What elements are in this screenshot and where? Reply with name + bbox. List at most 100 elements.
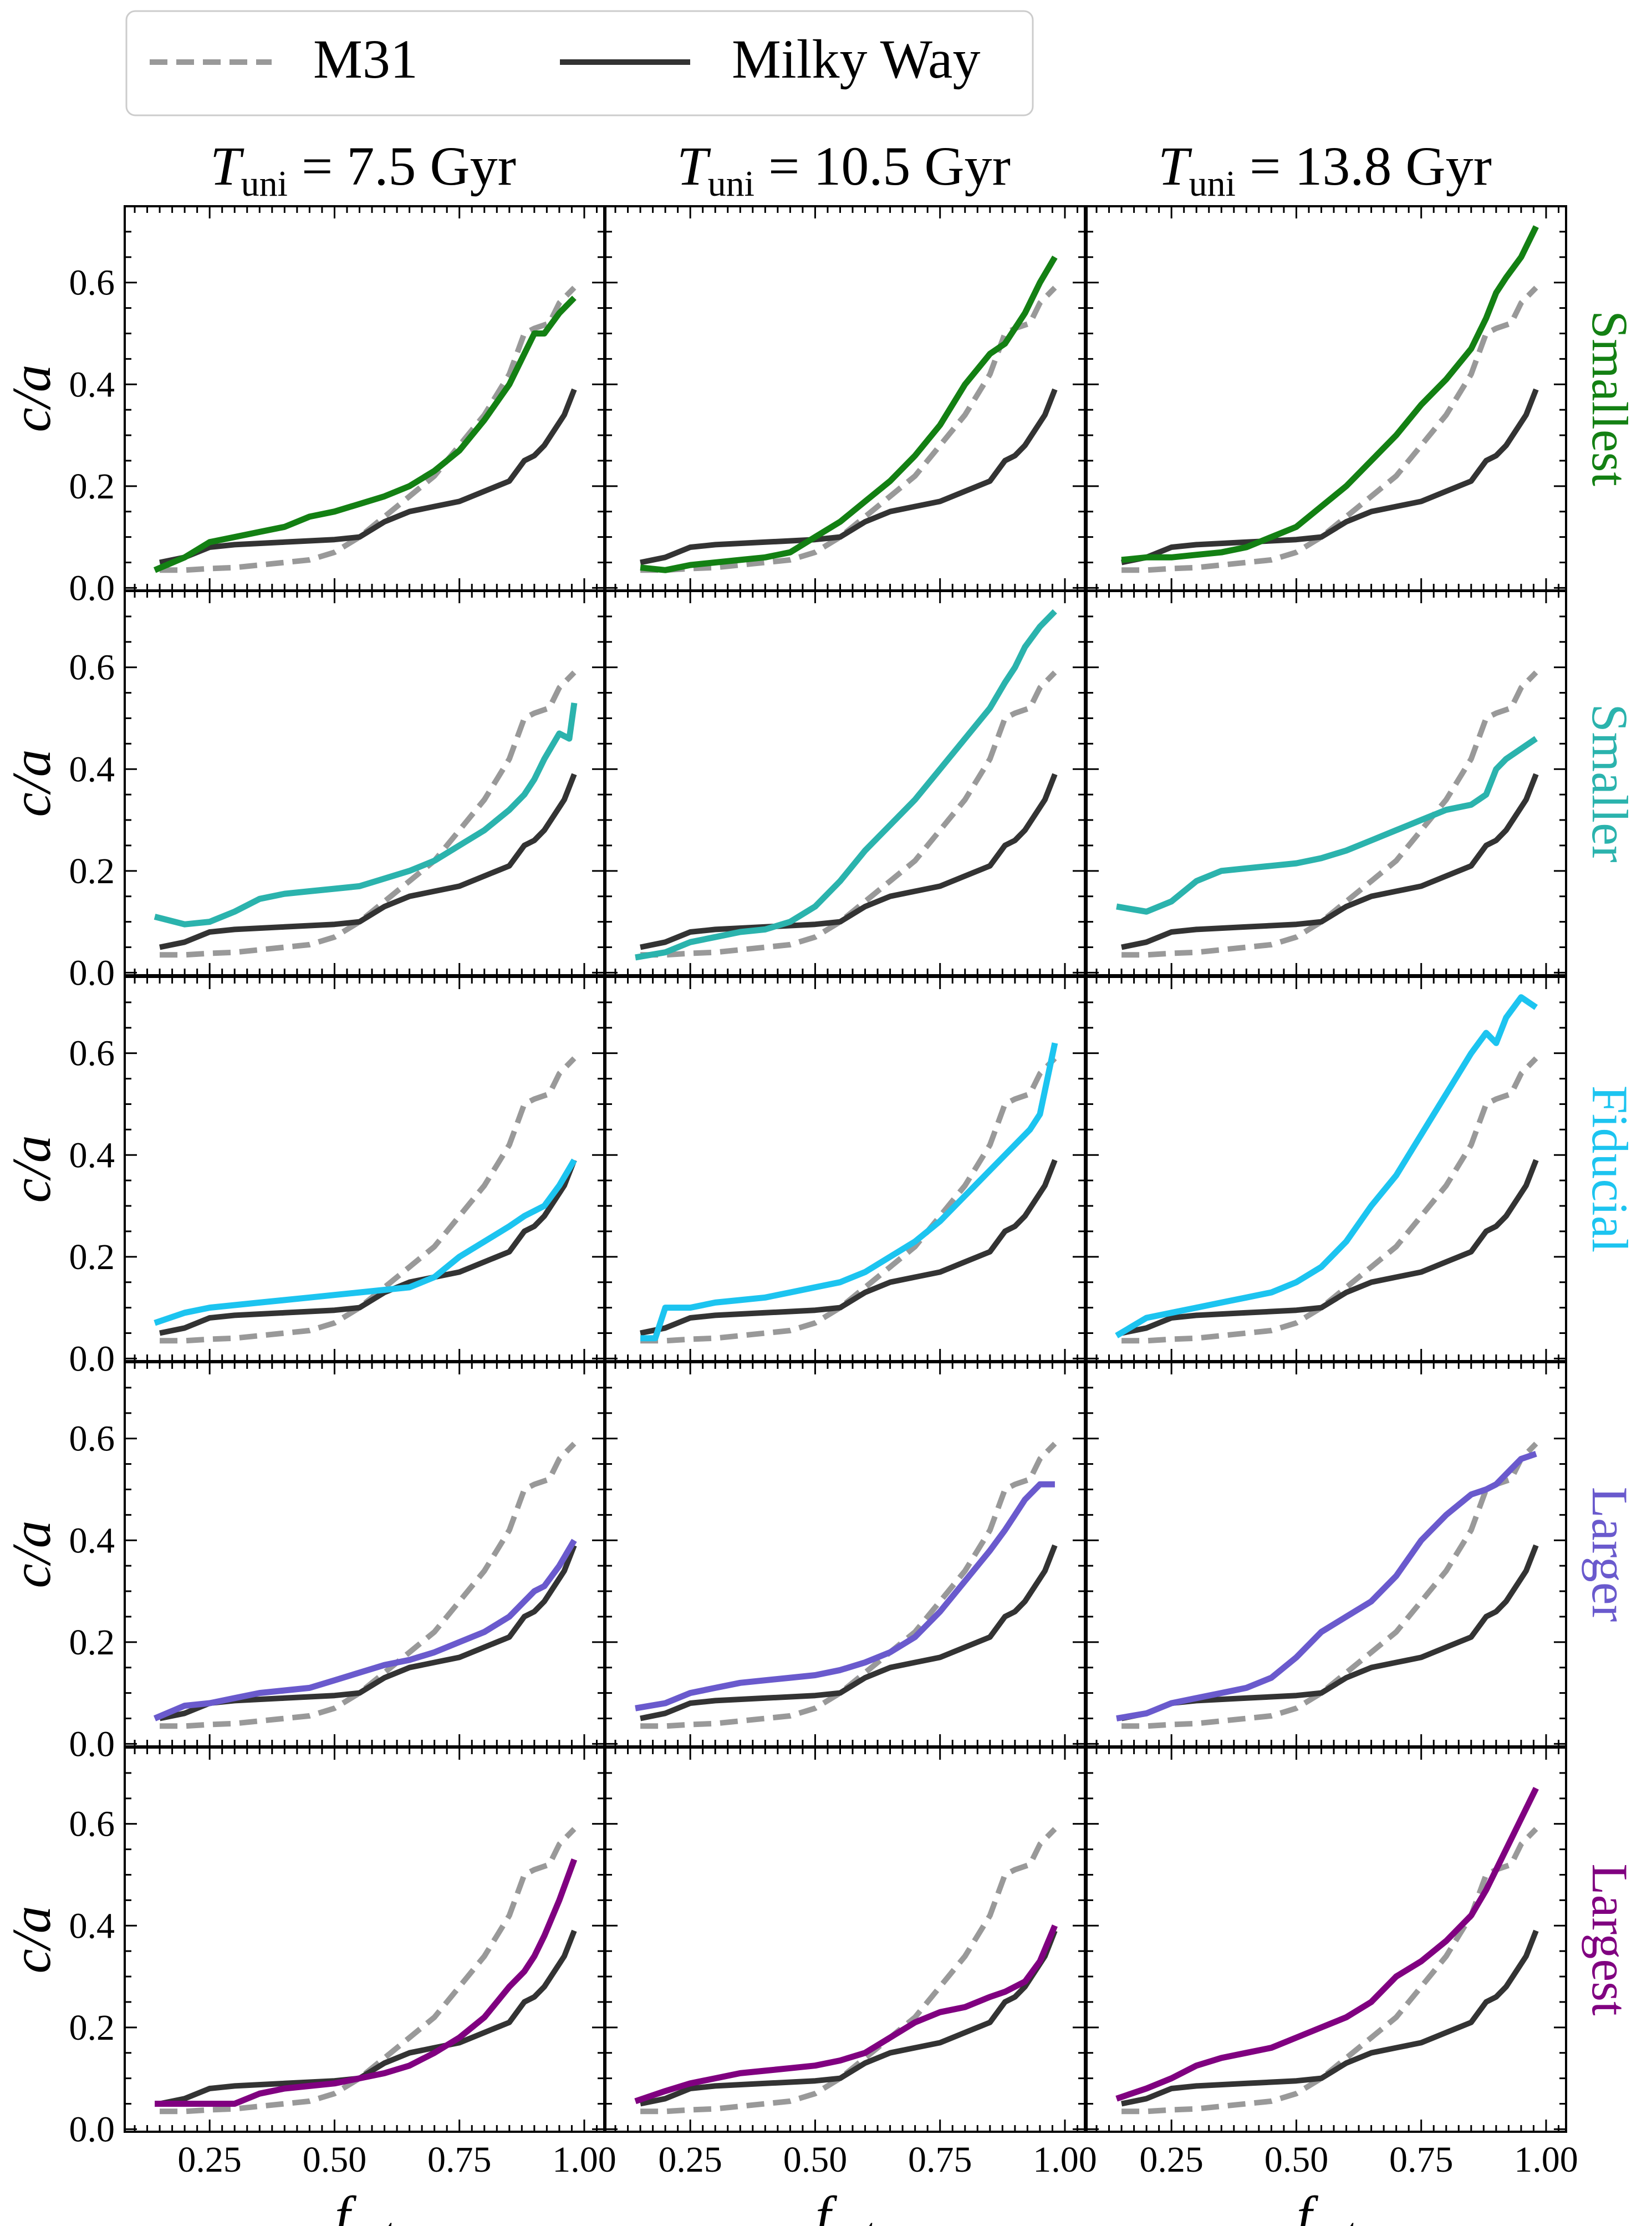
series-milky-way	[1121, 1544, 1539, 1721]
panel	[604, 590, 1086, 976]
series-milky-way	[640, 1929, 1058, 2107]
panel: Fiducial	[1085, 976, 1638, 1362]
series-simulation	[1116, 1450, 1537, 1721]
y-tick-label: 0.2	[69, 851, 115, 892]
series-simulation	[155, 1858, 578, 2107]
panel-frame	[604, 590, 1086, 976]
series-m31	[1121, 1056, 1538, 1344]
series-milky-way	[640, 1159, 1058, 1336]
x-tick-label: 1.00	[552, 2140, 616, 2180]
column-title: Tuni = 7.5 Gyr	[210, 135, 516, 204]
series-m31	[640, 1056, 1057, 1344]
panel-frame	[1085, 590, 1567, 976]
series-simulation	[640, 256, 1058, 573]
series-milky-way	[1121, 1929, 1539, 2107]
series-simulation	[154, 1158, 577, 1326]
y-axis-label: c/a	[1, 1135, 62, 1203]
series-milky-way	[159, 388, 577, 566]
panel	[604, 976, 1086, 1362]
panel: 0.25 0.50 0.75 1.00 fsat	[604, 1746, 1097, 2226]
y-tick-label: 0.2	[69, 1622, 115, 1663]
y-axis-label: c/a	[1, 1520, 62, 1588]
y-tick-label: 0.2	[69, 466, 115, 507]
panel	[604, 205, 1086, 592]
x-axis-label: fsat	[1297, 2185, 1357, 2226]
x-tick-label: 0.75	[1389, 2140, 1454, 2180]
series-m31	[160, 1441, 577, 1729]
legend: M31 Milky Way	[125, 10, 1034, 116]
y-tick-label: 0.0	[69, 1724, 115, 1764]
series-m31	[640, 670, 1057, 958]
series-milky-way	[640, 388, 1058, 566]
panel: Smallest	[1085, 205, 1638, 592]
legend-mw-label: Milky Way	[732, 28, 980, 90]
y-tick-label: 0.4	[69, 1520, 115, 1561]
series-simulation	[153, 1539, 577, 1721]
row-label: Fiducial	[1582, 1086, 1638, 1253]
y-tick-label: 0.6	[69, 1804, 115, 1845]
y-tick-label: 0.0	[69, 1338, 115, 1379]
series-simulation	[1115, 994, 1538, 1338]
panel-grid: 0.0 0.2 0.4 0.6 c/a Smallest 0.0 0.2 0.4 0.6 c/a Sm…	[1, 205, 1638, 2226]
y-tick-label: 0.4	[69, 364, 115, 405]
series-m31	[640, 1827, 1057, 2115]
series-simulation	[634, 1924, 1058, 2105]
series-milky-way	[159, 773, 577, 950]
series-simulation	[154, 702, 578, 928]
x-tick-label: 0.50	[303, 2140, 367, 2180]
panel: 0.0 0.2 0.4 0.6 c/a	[1, 590, 605, 993]
x-tick-label: 0.50	[1265, 2140, 1329, 2180]
series-m31	[640, 286, 1057, 573]
y-tick-label: 0.6	[69, 1419, 115, 1459]
y-axis-label: c/a	[1, 364, 62, 432]
series-m31	[1121, 1441, 1538, 1729]
row-label: Smallest	[1582, 310, 1638, 486]
x-axis-label: fsat	[335, 2185, 395, 2226]
series-simulation	[1116, 736, 1538, 915]
column-titles: Tuni = 7.5 Gyr Tuni = 10.5 Gyr Tuni = 13…	[210, 135, 1492, 204]
y-tick-label: 0.0	[69, 568, 115, 608]
y-tick-label: 0.0	[69, 2109, 115, 2149]
panel: Larger	[1085, 1361, 1638, 1748]
x-tick-label: 0.25	[1139, 2140, 1204, 2180]
panel-frame	[604, 1746, 1086, 2133]
series-m31	[1121, 286, 1538, 573]
row-label: Larger	[1582, 1487, 1638, 1622]
x-axis-label: fsat	[815, 2185, 876, 2226]
panel: Smaller	[1085, 590, 1638, 976]
column-title: Tuni = 13.8 Gyr	[1158, 135, 1492, 204]
series-m31	[640, 1441, 1057, 1729]
series-milky-way	[640, 1544, 1058, 1721]
series-simulation	[1115, 1786, 1539, 2102]
series-simulation	[635, 609, 1057, 961]
series-m31	[160, 286, 577, 573]
panel: 0.0 0.2 0.4 0.6 c/a 0.25 0.50 0.75 1.00 fsat	[1, 1746, 616, 2226]
y-tick-label: 0.6	[69, 263, 115, 303]
series-milky-way	[1121, 1159, 1539, 1336]
panel: 0.25 0.50 0.75 1.00 fsat Largest	[1085, 1746, 1638, 2226]
series-milky-way	[159, 1544, 577, 1721]
y-tick-label: 0.0	[69, 952, 115, 993]
series-m31	[1121, 670, 1538, 958]
panel	[604, 1361, 1086, 1748]
y-tick-label: 0.4	[69, 1906, 115, 1946]
y-tick-label: 0.2	[69, 2008, 115, 2048]
y-axis-label: c/a	[1, 749, 62, 817]
series-milky-way	[640, 773, 1058, 950]
panel-frame	[1085, 1746, 1567, 2133]
y-tick-label: 0.6	[69, 648, 115, 688]
series-m31	[160, 1827, 577, 2115]
series-m31	[160, 1056, 577, 1344]
x-tick-label: 0.25	[658, 2140, 722, 2180]
y-tick-label: 0.6	[69, 1033, 115, 1074]
row-label: Largest	[1582, 1863, 1638, 2016]
x-tick-label: 1.00	[1033, 2140, 1097, 2180]
y-tick-label: 0.4	[69, 749, 115, 789]
y-axis-label: c/a	[1, 1906, 62, 1973]
panel: 0.0 0.2 0.4 0.6 c/a	[1, 976, 605, 1379]
y-tick-label: 0.4	[69, 1135, 115, 1175]
series-simulation	[1121, 225, 1539, 563]
series-simulation	[635, 1481, 1055, 1711]
series-milky-way	[1121, 773, 1539, 950]
